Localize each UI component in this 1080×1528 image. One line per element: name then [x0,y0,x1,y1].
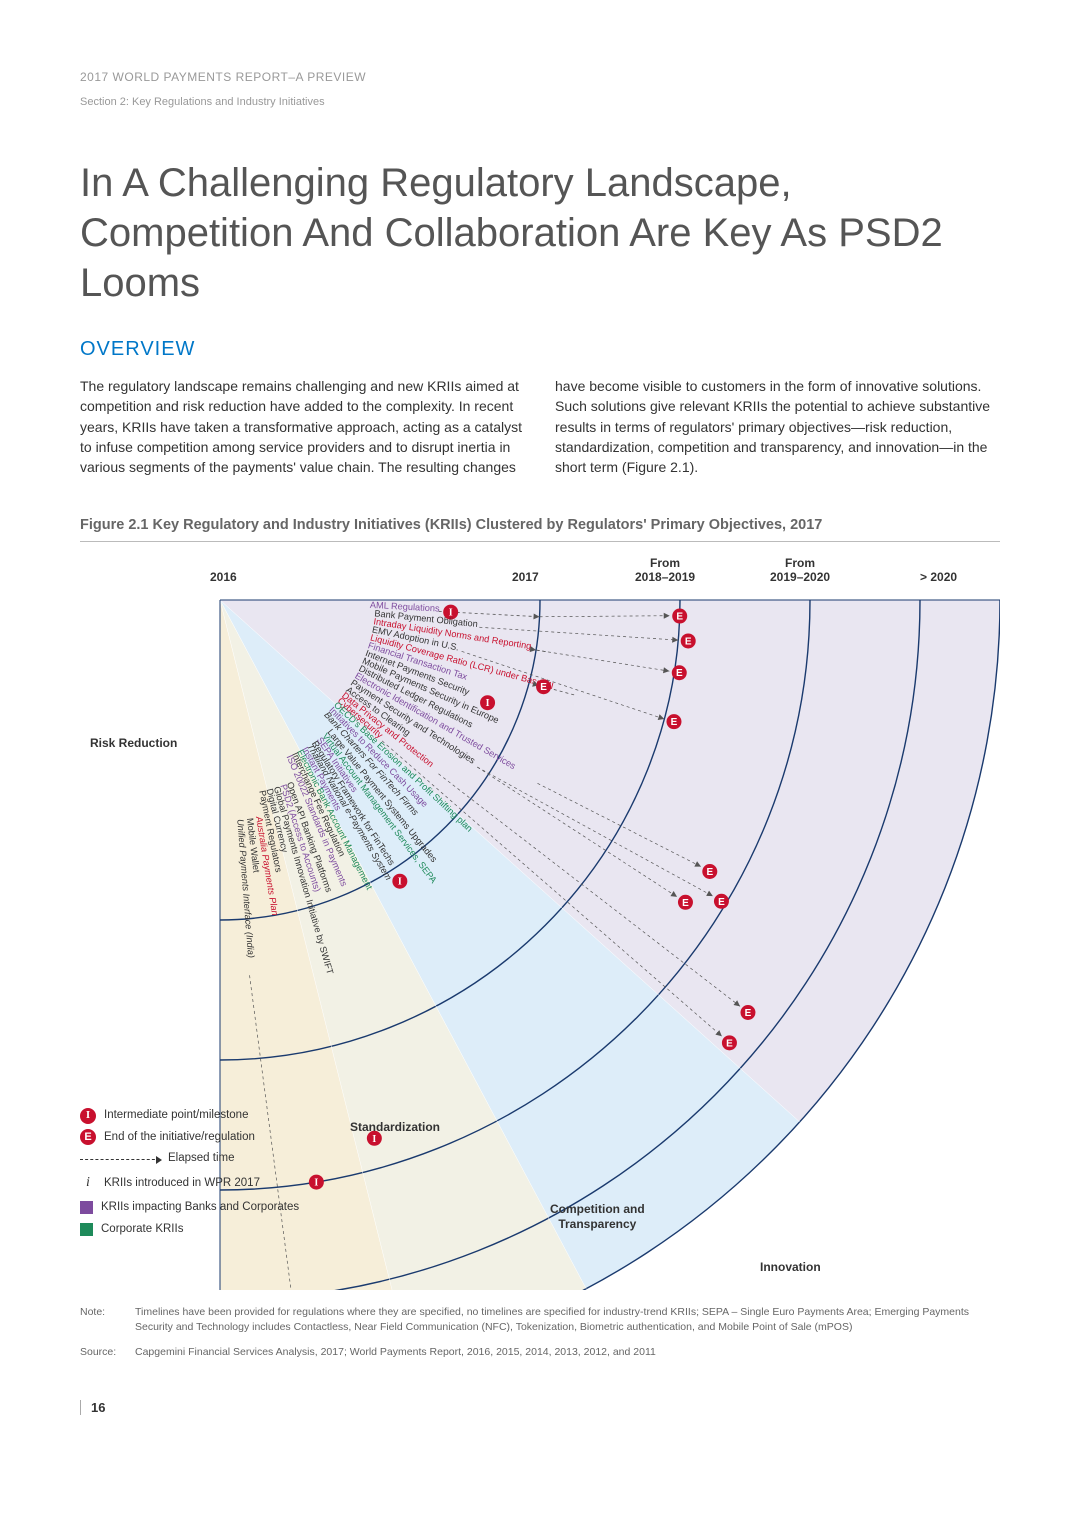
svg-text:E: E [671,718,678,729]
source-text: Capgemini Financial Services Analysis, 2… [135,1345,656,1360]
legend-row: Elapsed time [80,1148,299,1170]
time-label: 2017 [512,570,539,584]
svg-text:I: I [372,1134,376,1145]
page-title: In A Challenging Regulatory Landscape, C… [80,158,1000,308]
figure-notes: Note: Timelines have been provided for r… [80,1305,1000,1359]
svg-text:E: E [726,1039,733,1050]
svg-text:I: I [486,699,490,710]
svg-text:E: E [745,1008,752,1019]
legend-row: Corporate KRIIs [80,1219,299,1241]
category-label: Standardization [350,1120,440,1134]
legend-text: Corporate KRIIs [101,1219,183,1241]
svg-text:E: E [718,897,725,908]
legend-row: I Intermediate point/milestone [80,1105,299,1127]
report-header: 2017 WORLD PAYMENTS REPORT–A PREVIEW [80,70,1000,84]
svg-text:E: E [682,898,689,909]
overview-paragraph: The regulatory landscape remains challen… [80,376,1000,477]
new-krii-icon: i [80,1170,96,1197]
time-label: 2016 [210,570,237,584]
svg-text:E: E [685,637,692,648]
note-label: Note: [80,1305,135,1334]
legend-text: Intermediate point/milestone [104,1105,248,1127]
krii-radial-chart: AML RegulationsIEBank Payment Obligation… [80,560,1000,1290]
legend-text: Elapsed time [168,1148,234,1170]
category-color-icon [80,1223,93,1236]
svg-text:E: E [676,669,683,680]
source-label: Source: [80,1345,135,1360]
time-label: > 2020 [920,570,957,584]
overview-heading: OVERVIEW [80,338,1000,361]
legend-row: i KRIIs introduced in WPR 2017 [80,1170,299,1197]
category-color-icon [80,1201,93,1214]
legend-text: End of the initiative/regulation [104,1127,255,1149]
time-label: From2018–2019 [635,556,695,584]
svg-text:E: E [540,683,547,694]
chart-legend: I Intermediate point/milestone E End of the… [80,1105,299,1241]
legend-row: KRIIs impacting Banks and Corporates [80,1197,299,1219]
legend-text: KRIIs introduced in WPR 2017 [104,1173,260,1195]
time-label: From2019–2020 [770,556,830,584]
svg-text:I: I [314,1178,318,1189]
overview-body: The regulatory landscape remains challen… [80,376,1000,477]
page-number: 16 [80,1400,1000,1415]
elapsed-time-icon [80,1159,160,1160]
category-label: Risk Reduction [90,736,177,750]
legend-text: KRIIs impacting Banks and Corporates [101,1197,299,1219]
category-label: Competition andTransparency [550,1202,645,1231]
section-label: Section 2: Key Regulations and Industry … [80,96,1000,108]
note-text: Timelines have been provided for regulat… [135,1305,1000,1334]
svg-text:I: I [398,877,402,888]
svg-text:E: E [706,867,713,878]
intermediate-milestone-icon: I [80,1108,96,1124]
figure-title: Figure 2.1 Key Regulatory and Industry I… [80,517,1000,542]
legend-row: E End of the initiative/regulation [80,1127,299,1149]
end-initiative-icon: E [80,1129,96,1145]
svg-text:E: E [676,612,683,623]
category-label: Innovation [760,1260,821,1274]
